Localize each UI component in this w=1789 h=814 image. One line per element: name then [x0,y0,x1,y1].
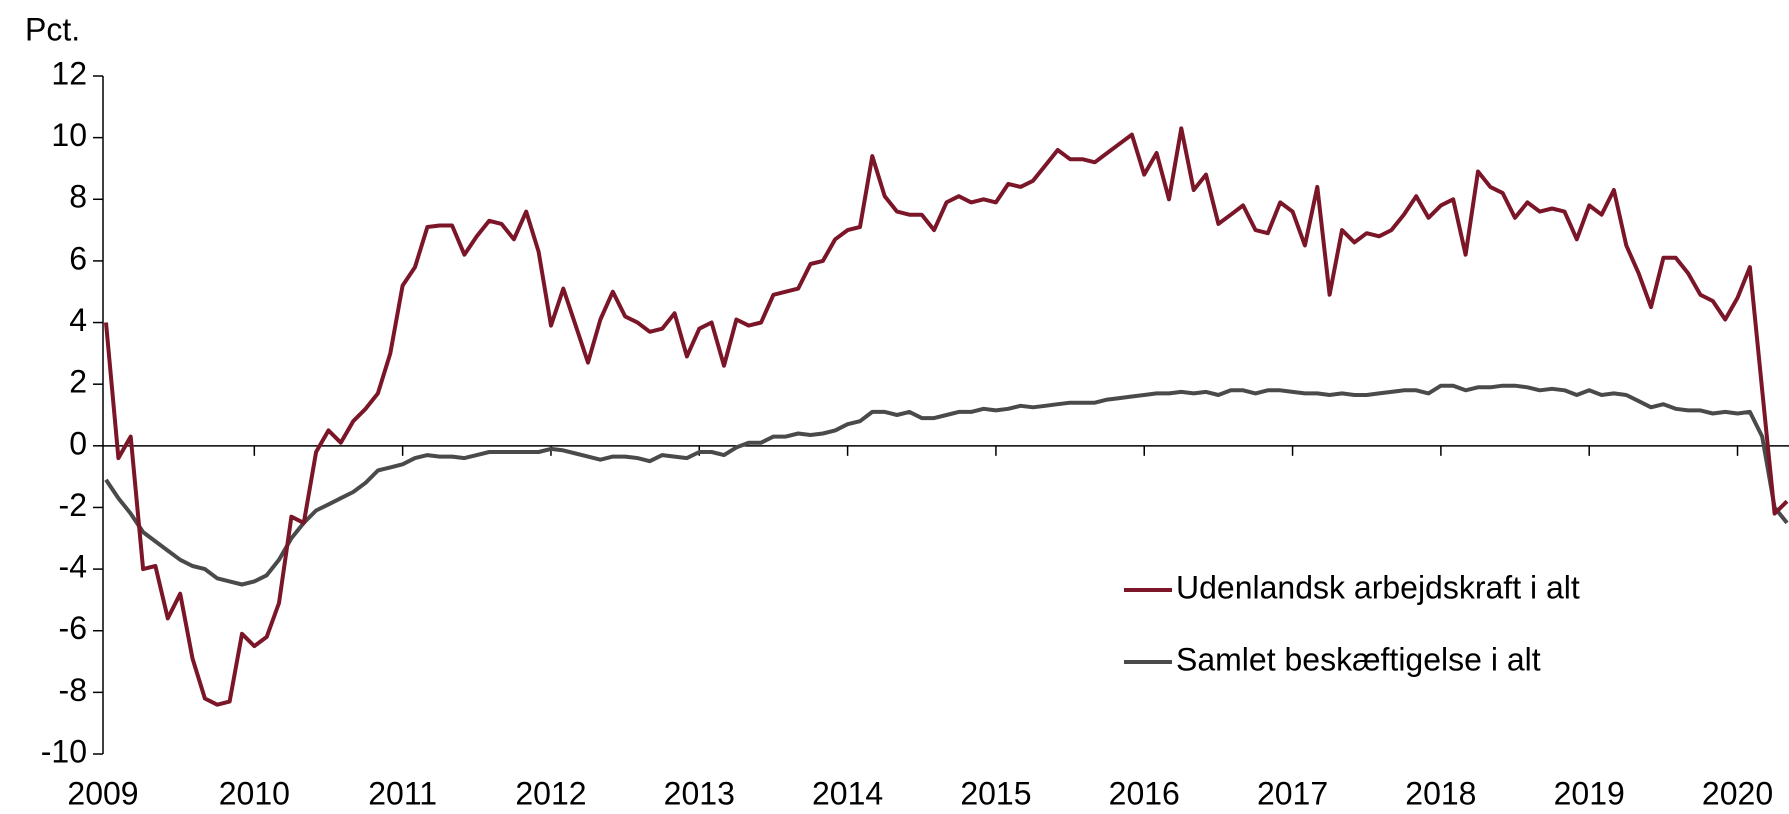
y-tick-label: -2 [59,487,87,523]
y-tick-label: 0 [69,425,87,461]
x-tick-label: 2019 [1554,775,1625,811]
y-tick-label: -8 [59,672,87,708]
y-tick-label: 12 [51,55,87,91]
y-tick-label: -10 [41,733,87,769]
y-tick-label: -6 [59,610,87,646]
y-tick-label: -4 [59,549,87,585]
legend-label: Udenlandsk arbejdskraft i alt [1176,569,1580,605]
y-axis-label: Pct. [25,11,80,47]
x-tick-label: 2018 [1405,775,1476,811]
x-tick-label: 2014 [812,775,883,811]
y-tick-label: 8 [69,179,87,215]
y-tick-label: 10 [51,117,87,153]
y-tick-label: 6 [69,240,87,276]
line-series [104,126,1789,707]
y-tick-label: 2 [69,364,87,400]
x-tick-label: 2012 [515,775,586,811]
x-tick-label: 2016 [1109,775,1180,811]
x-tick-label: 2013 [664,775,735,811]
line-series [104,383,1789,587]
x-tick-label: 2020 [1702,775,1773,811]
x-tick-label: 2017 [1257,775,1328,811]
y-tick-label: 4 [69,302,87,338]
x-tick-label: 2011 [368,775,437,811]
x-tick-label: 2010 [219,775,290,811]
x-tick-label: 2015 [960,775,1031,811]
legend-label: Samlet beskæftigelse i alt [1176,641,1541,677]
x-tick-label: 2009 [67,775,138,811]
